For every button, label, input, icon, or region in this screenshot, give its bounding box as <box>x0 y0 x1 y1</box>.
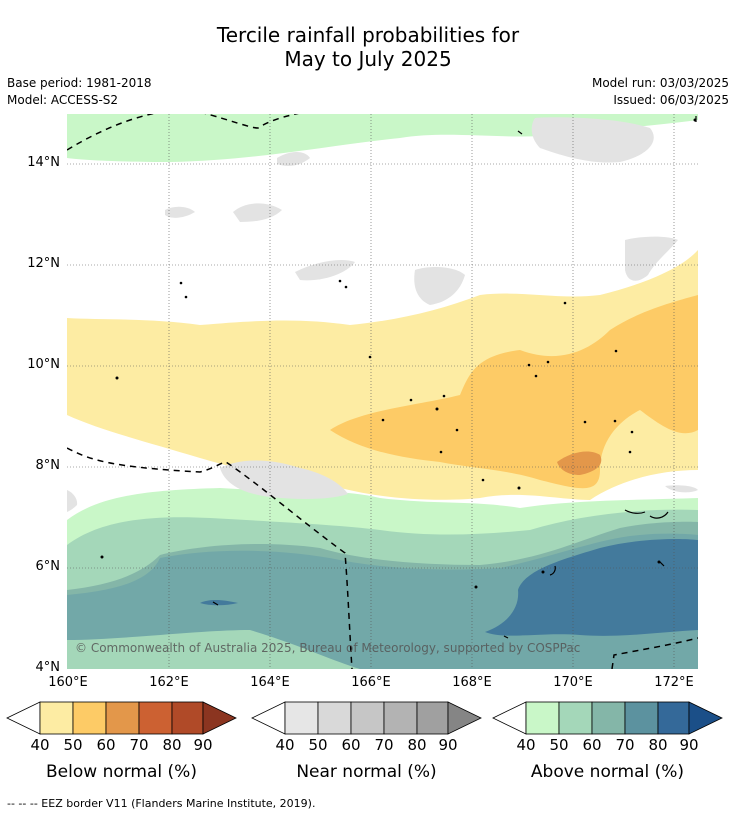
gridlines <box>67 114 698 669</box>
cb-near-tick: 70 <box>374 736 394 754</box>
below-60-region <box>557 451 602 475</box>
eez-border-lines <box>67 114 698 669</box>
model-name: Model: ACCESS-S2 <box>7 93 119 107</box>
cb-near-tick: 90 <box>438 736 458 754</box>
cb-near-title: Near normal (%) <box>296 762 437 782</box>
near-patch-3 <box>414 267 465 305</box>
cb-above-title: Above normal (%) <box>530 762 685 782</box>
lat-label-12n: 12°N <box>27 256 60 271</box>
near-patch-5 <box>233 203 282 222</box>
lat-label-14n: 14°N <box>27 155 60 170</box>
cb-below-tick: 50 <box>63 736 83 754</box>
lat-label-8n: 8°N <box>35 458 61 473</box>
cb-above-tick: 50 <box>549 736 569 754</box>
near-patch-8 <box>220 460 348 499</box>
cb-near-tick: 60 <box>341 736 361 754</box>
map-plot-area <box>67 114 698 669</box>
cb-above-tick: 80 <box>648 736 668 754</box>
lon-label-164e: 164°E <box>250 675 290 690</box>
map-title-line-1: Tercile rainfall probabilities for <box>216 23 520 47</box>
near-patch-2 <box>625 236 678 281</box>
islands <box>100 118 697 589</box>
lon-label-170e: 170°E <box>553 675 593 690</box>
below-50-region <box>330 295 698 489</box>
lat-label-10n: 10°N <box>27 357 60 372</box>
colorbar-near <box>251 701 482 735</box>
cb-near-tick: 40 <box>275 736 295 754</box>
above-80-region <box>485 538 698 636</box>
lon-label-166e: 166°E <box>351 675 391 690</box>
cb-below-title: Below normal (%) <box>46 762 197 782</box>
cb-above-tick: 40 <box>516 736 536 754</box>
near-patch-6 <box>165 206 195 218</box>
lon-label-168e: 168°E <box>452 675 492 690</box>
lat-label-6n: 6°N <box>35 559 61 574</box>
cb-below-tick: 60 <box>96 736 116 754</box>
copyright-notice: © Commonwealth of Australia 2025, Bureau… <box>75 641 581 655</box>
near-patch-10 <box>665 485 698 493</box>
lon-label-162e: 162°E <box>149 675 189 690</box>
lon-label-160e: 160°E <box>48 675 88 690</box>
base-period: Base period: 1981-2018 <box>7 76 152 90</box>
cb-near-tick: 50 <box>308 736 328 754</box>
model-run: Model run: 03/03/2025 <box>591 76 729 90</box>
near-patch-7 <box>277 152 310 166</box>
cb-below-tick: 40 <box>30 736 50 754</box>
cb-below-tick: 90 <box>193 736 213 754</box>
cb-near-tick: 80 <box>407 736 427 754</box>
colorbar-above <box>492 701 723 735</box>
near-patch-9 <box>67 490 78 512</box>
cb-above-tick: 70 <box>615 736 635 754</box>
eez-border-note: -- -- -- EEZ border V11 (Flanders Marine… <box>7 797 316 810</box>
lat-label-4n: 4°N <box>35 660 61 675</box>
map-title-line-2: May to July 2025 <box>284 47 452 71</box>
issued-date: Issued: 06/03/2025 <box>613 93 729 107</box>
cb-below-tick: 80 <box>162 736 182 754</box>
above-small-patch <box>200 599 238 606</box>
colorbar-below <box>6 701 237 735</box>
atoll-outlines <box>212 116 697 639</box>
cb-above-tick: 60 <box>582 736 602 754</box>
lon-label-172e: 172°E <box>654 675 694 690</box>
near-patch-1 <box>531 117 654 163</box>
cb-below-tick: 70 <box>129 736 149 754</box>
above-40-south-edge <box>67 630 360 669</box>
cb-above-tick: 90 <box>679 736 699 754</box>
